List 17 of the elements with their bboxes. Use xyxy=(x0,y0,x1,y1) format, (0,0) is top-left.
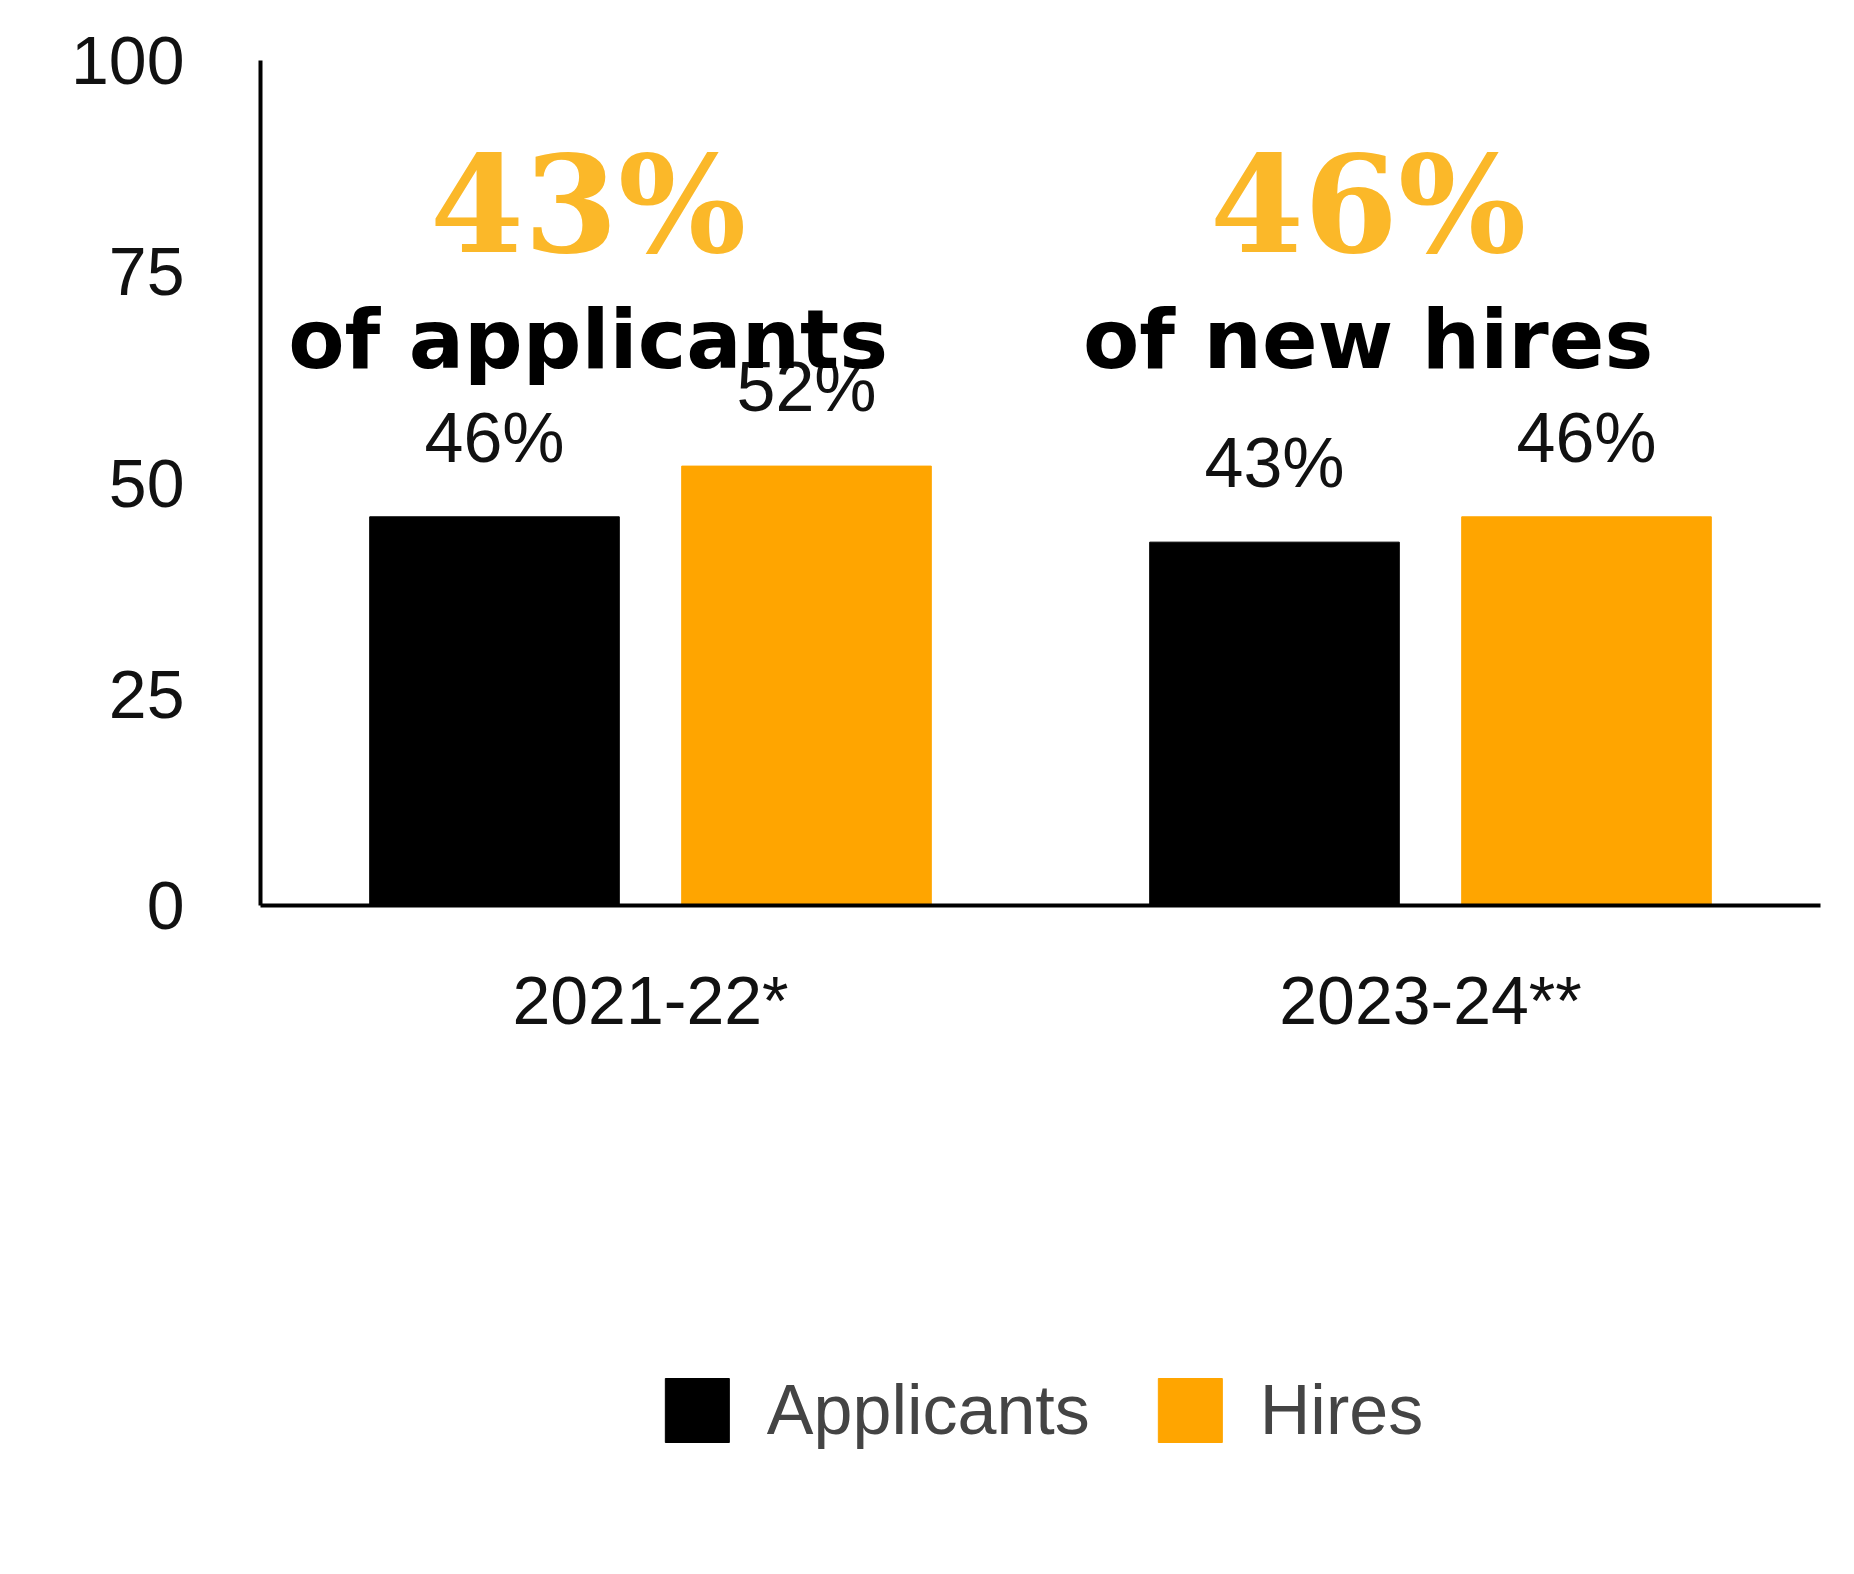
y-tick-label: 50 xyxy=(108,444,185,521)
bar xyxy=(1461,516,1712,906)
legend-label: Hires xyxy=(1259,1370,1424,1450)
data-label: 46% xyxy=(1516,398,1657,477)
annotation: 43% xyxy=(430,124,747,284)
x-tick-label: 2023-24** xyxy=(1279,961,1582,1038)
bar xyxy=(681,465,932,906)
y-tick-label: 25 xyxy=(108,655,185,732)
annotation: 46% xyxy=(1210,124,1527,284)
data-label: 43% xyxy=(1204,424,1345,503)
legend-label: Applicants xyxy=(766,1370,1090,1450)
y-tick-label: 0 xyxy=(146,867,185,943)
x-tick-label: 2021-22* xyxy=(512,961,789,1038)
y-tick-label: 100 xyxy=(71,22,185,98)
y-tick-label: 75 xyxy=(108,233,185,310)
annotation: of new hires xyxy=(1083,291,1654,387)
data-label: 46% xyxy=(424,398,565,477)
